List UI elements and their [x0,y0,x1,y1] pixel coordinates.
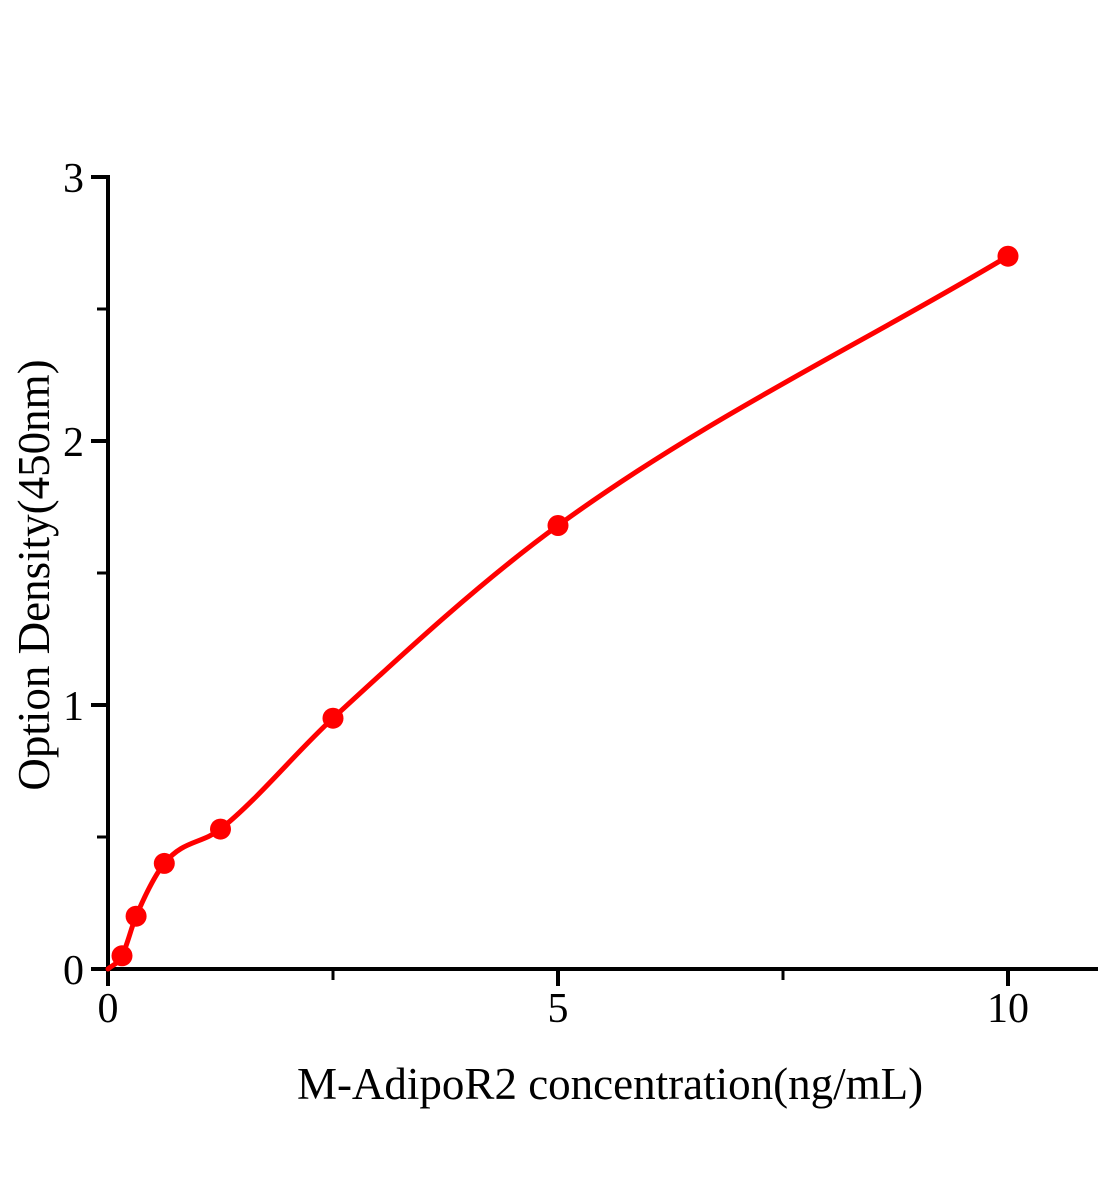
data-point [322,707,344,729]
y-tick-label: 3 [63,156,84,202]
data-point [153,852,175,874]
x-tick-label: 5 [548,986,569,1032]
data-point [547,515,569,536]
y-tick-label: 0 [63,948,84,994]
data-point [125,905,147,927]
data-point [111,945,133,967]
x-tick-label: 10 [987,986,1029,1032]
data-point [210,818,231,840]
y-tick-label: 1 [63,684,84,730]
y-tick-label: 2 [63,420,84,466]
x-tick-label: 0 [98,986,119,1032]
data-point [997,245,1019,267]
y-axis-title: Option Density(450nm) [9,359,59,791]
fit-curve [105,253,1011,972]
x-axis-title: M-AdipoR2 concentration(ng/mL) [296,1059,924,1109]
